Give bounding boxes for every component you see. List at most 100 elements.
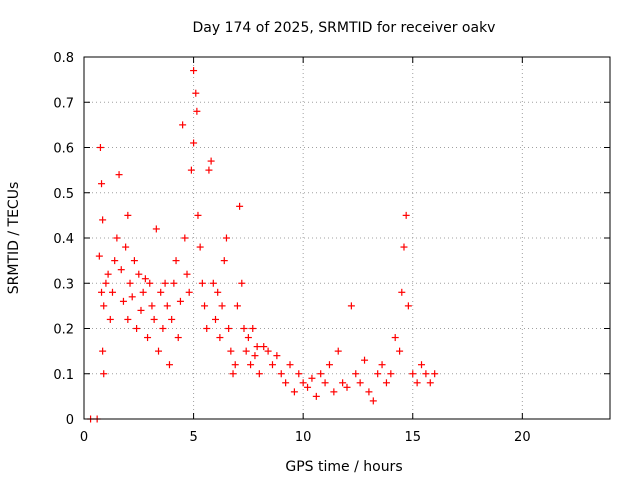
data-point [155, 347, 163, 355]
y-tick-label: 0 [66, 413, 74, 428]
data-point [185, 288, 193, 296]
data-point [402, 211, 410, 219]
data-point [172, 257, 180, 265]
data-point [115, 171, 123, 179]
data-point [179, 121, 187, 129]
data-point [98, 180, 106, 188]
data-point [209, 279, 217, 287]
data-point [365, 388, 373, 396]
data-point [422, 370, 430, 378]
data-point [299, 379, 307, 387]
x-tick-label: 20 [514, 430, 531, 445]
data-point [187, 166, 195, 174]
data-point [413, 379, 421, 387]
axis-ticks: 0 0.1 0.2 0.3 0.4 0.5 0.6 0.7 0.8 0 5 10 15 20 [53, 51, 610, 445]
data-point [251, 352, 259, 360]
y-tick-label: 0.8 [53, 51, 74, 66]
data-point [113, 234, 121, 242]
data-point [247, 361, 255, 369]
data-point [135, 270, 143, 278]
x-axis-label: GPS time / hours [285, 459, 402, 475]
data-point [133, 325, 141, 332]
data-point [181, 234, 189, 242]
data-point [194, 211, 202, 219]
data-point [148, 302, 156, 310]
data-point [196, 243, 204, 251]
data-point [212, 315, 219, 323]
y-tick-label: 0.4 [53, 232, 74, 247]
y-axis-label: SRMTID / TECUs [6, 182, 22, 295]
data-point [190, 139, 198, 147]
data-point [183, 270, 191, 278]
data-point [378, 361, 386, 369]
data-point [108, 288, 116, 296]
data-point [352, 370, 360, 378]
data-point [330, 388, 338, 396]
data-point [426, 379, 434, 387]
data-point [334, 347, 342, 355]
data-point [106, 315, 114, 323]
data-point [347, 302, 355, 310]
data-point [137, 306, 145, 314]
data-point [117, 266, 125, 274]
data-point [339, 379, 347, 387]
data-point [157, 288, 165, 296]
x-tick-label: 0 [80, 430, 88, 445]
data-point [124, 315, 132, 323]
data-point [295, 370, 303, 378]
data-point [159, 325, 167, 332]
data-point [124, 211, 132, 219]
data-point [220, 257, 228, 265]
data-point [95, 252, 103, 260]
data-point [176, 297, 184, 305]
data-point [141, 275, 149, 283]
data-point [317, 370, 325, 378]
data-point [96, 144, 104, 151]
chart-title: Day 174 of 2025, SRMTID for receiver oak… [193, 20, 496, 36]
data-point [98, 288, 106, 296]
data-point [361, 356, 369, 364]
data-point [238, 279, 246, 287]
data-point [308, 374, 316, 382]
data-point [391, 334, 399, 342]
data-point [304, 383, 312, 391]
data-point [168, 315, 176, 323]
data-point [398, 288, 406, 296]
data-point [286, 361, 294, 369]
y-tick-label: 0.2 [53, 323, 74, 338]
data-point [100, 302, 108, 310]
y-tick-label: 0.7 [53, 96, 74, 111]
data-point [369, 397, 377, 405]
data-point [111, 257, 119, 265]
x-tick-label: 5 [189, 430, 197, 445]
data-point [216, 334, 224, 342]
x-tick-label: 10 [295, 430, 312, 445]
data-point [244, 334, 252, 342]
data-point [236, 202, 244, 210]
data-point [198, 279, 206, 287]
data-point [387, 370, 395, 378]
data-point [201, 302, 209, 310]
data-point [139, 288, 147, 296]
data-point [214, 288, 222, 296]
data-points [87, 67, 439, 423]
data-point [253, 343, 261, 351]
y-tick-label: 0.1 [53, 368, 74, 383]
data-point [128, 293, 136, 301]
data-point [400, 243, 408, 251]
data-point [255, 370, 263, 378]
data-point [146, 279, 154, 287]
data-point [233, 302, 241, 310]
data-point [150, 315, 158, 323]
data-point [404, 302, 412, 310]
data-point [193, 107, 201, 115]
data-point [122, 243, 130, 251]
data-point [321, 379, 329, 387]
data-point [431, 370, 439, 378]
data-point [343, 383, 351, 391]
data-point [225, 325, 233, 332]
data-point [374, 370, 382, 378]
data-point [222, 234, 230, 242]
data-point [268, 361, 276, 369]
